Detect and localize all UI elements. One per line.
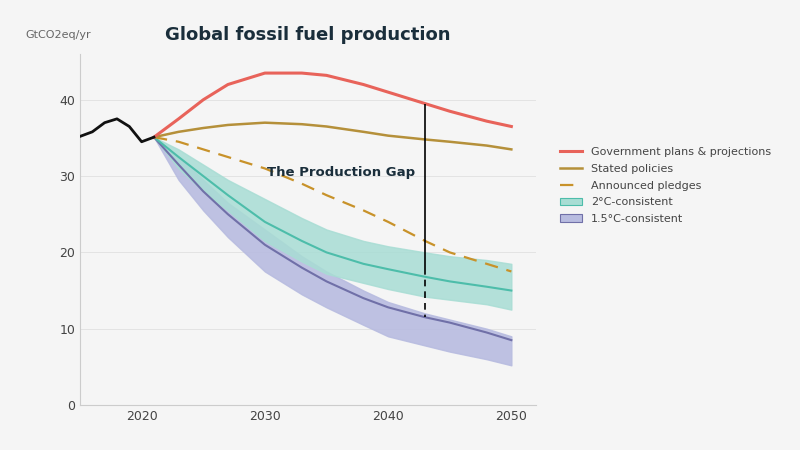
Text: GtCO2eq/yr: GtCO2eq/yr [26,30,91,40]
Title: Global fossil fuel production: Global fossil fuel production [166,26,450,44]
Legend: Government plans & projections, Stated policies, Announced pledges, 2°C-consiste: Government plans & projections, Stated p… [560,147,771,224]
Text: The Production Gap: The Production Gap [267,166,415,179]
